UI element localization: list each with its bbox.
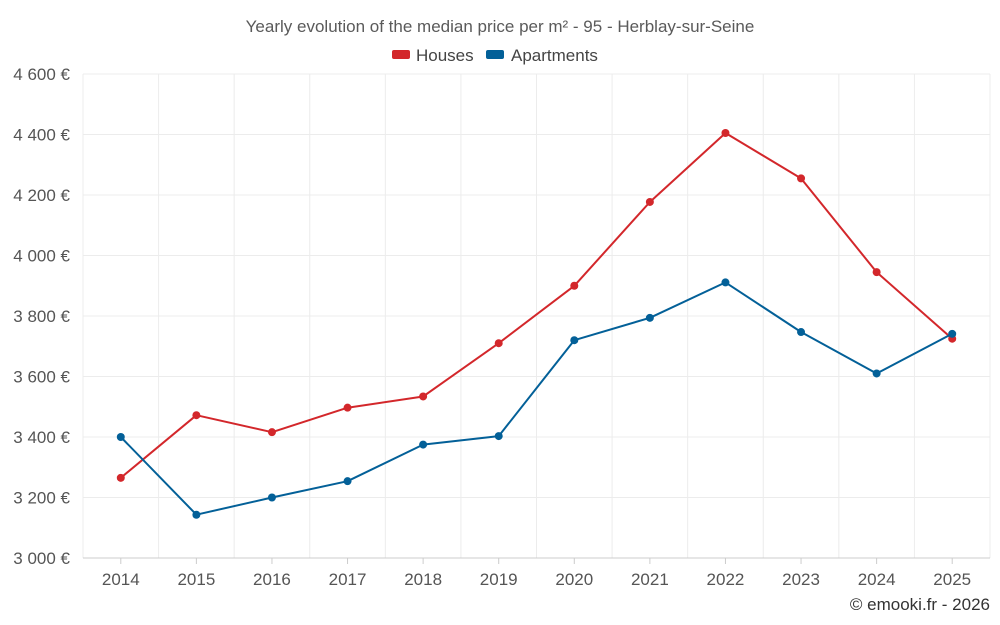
legend-item-apartments[interactable]: Apartments: [486, 46, 598, 65]
x-tick-label: 2025: [933, 570, 971, 589]
y-tick-label: 3 400 €: [13, 428, 70, 447]
data-point-apartments[interactable]: [267, 493, 276, 502]
data-point-houses[interactable]: [192, 411, 201, 420]
axes: 3 000 € 3 200 € 3 400 € 3 600 € 3 800 € 4 000…: [13, 65, 990, 589]
data-point-apartments[interactable]: [494, 432, 503, 441]
data-point-houses[interactable]: [267, 428, 276, 437]
data-point-apartments[interactable]: [645, 313, 654, 322]
data-point-houses[interactable]: [343, 403, 352, 412]
grid: [82, 73, 991, 558]
data-point-houses[interactable]: [721, 128, 730, 137]
y-tick-label: 3 800 €: [13, 307, 70, 326]
data-point-apartments[interactable]: [116, 433, 125, 441]
x-tick-label: 2024: [858, 570, 896, 589]
data-point-apartments[interactable]: [797, 328, 806, 337]
x-tick-label: 2022: [707, 570, 745, 589]
legend-label-apartments: Apartments: [511, 46, 598, 65]
data-point-apartments[interactable]: [192, 510, 201, 519]
data-point-houses[interactable]: [419, 392, 428, 401]
y-tick-label: 4 000 €: [13, 247, 70, 266]
x-tick-label: 2014: [102, 570, 140, 589]
legend-item-houses[interactable]: Houses: [392, 46, 474, 65]
data-point-houses[interactable]: [570, 281, 579, 290]
credit-text: © emooki.fr - 2026: [850, 595, 990, 614]
x-tick-label: 2019: [480, 570, 518, 589]
x-tick-label: 2017: [329, 570, 367, 589]
x-tick-label: 2021: [631, 570, 669, 589]
data-point-apartments[interactable]: [948, 329, 957, 338]
y-tick-label: 3 000 €: [13, 549, 70, 568]
x-tick-label: 2023: [782, 570, 820, 589]
data-point-apartments[interactable]: [721, 278, 730, 287]
series: [116, 128, 957, 519]
data-point-apartments[interactable]: [419, 440, 428, 449]
series-line-apartments: [120, 281, 953, 516]
data-point-houses[interactable]: [645, 197, 654, 206]
x-tick-label: 2016: [253, 570, 291, 589]
legend[interactable]: Houses Apartments: [392, 46, 598, 65]
chart-title: Yearly evolution of the median price per…: [246, 17, 755, 36]
y-tick-label: 3 600 €: [13, 368, 70, 387]
data-point-apartments[interactable]: [570, 336, 579, 345]
y-tick-label: 4 400 €: [13, 126, 70, 145]
legend-label-houses: Houses: [416, 46, 474, 65]
data-point-apartments[interactable]: [343, 477, 352, 486]
data-point-houses[interactable]: [872, 268, 881, 277]
legend-swatch-apartments: [486, 50, 504, 59]
x-tick-label: 2018: [404, 570, 442, 589]
data-point-houses[interactable]: [797, 174, 806, 183]
legend-swatch-houses: [392, 50, 410, 59]
x-tick-label: 2015: [177, 570, 215, 589]
data-point-apartments[interactable]: [872, 369, 881, 378]
x-tick-label: 2020: [555, 570, 593, 589]
y-tick-label: 3 200 €: [13, 489, 70, 508]
series-line-houses: [120, 132, 953, 479]
y-tick-label: 4 200 €: [13, 186, 70, 205]
y-tick-label: 4 600 €: [13, 65, 70, 84]
data-point-houses[interactable]: [116, 473, 125, 482]
data-point-houses[interactable]: [494, 339, 503, 348]
